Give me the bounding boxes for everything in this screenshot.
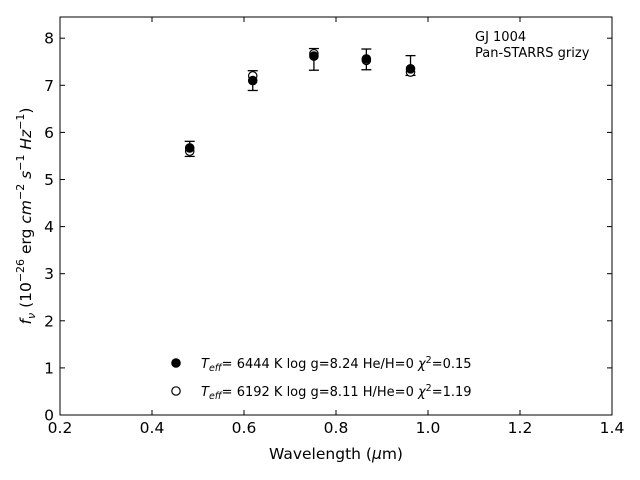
y-title-exp1b: −1 — [14, 114, 27, 130]
filled-model-point — [361, 54, 372, 64]
filled-model-point — [405, 64, 416, 74]
legend-open-marker — [171, 386, 181, 396]
legend-chi-symbol: χ — [414, 385, 427, 400]
x-tick-label: 0.2 — [48, 419, 73, 437]
x-axis-title-prefix: Wavelength ( — [269, 445, 372, 463]
legend-chi2-value: =1.19 — [432, 385, 472, 400]
legend-equals: = — [222, 357, 233, 372]
x-axis-title-suffix: m) — [382, 445, 403, 463]
y-title-exp26: −26 — [14, 259, 27, 282]
legend: Teff= 6444 K log g=8.24 He/H=0 χ2=0.15Te… — [171, 355, 472, 402]
y-tick-label: 6 — [44, 124, 54, 142]
y-tick-label: 2 — [44, 312, 54, 330]
y-title-cm: cm — [17, 200, 35, 224]
filled-model-point — [247, 75, 258, 86]
legend-logg: log g=8.11 — [282, 385, 358, 400]
legend-label: Teff= 6192 K log g=8.11 H/He=0 χ2=1.19 — [201, 383, 472, 402]
x-tick-label: 0.6 — [232, 419, 257, 437]
filled-model-point — [184, 143, 195, 153]
y-title-open: (10 — [17, 282, 35, 313]
annotation-line-1: GJ 1004 — [475, 30, 526, 45]
legend-composition: H/He=0 — [359, 385, 414, 400]
legend-teff-value: 6444 K — [233, 357, 283, 372]
legend-teff-subscript: eff — [209, 391, 223, 402]
legend-chi-superscript: 2 — [426, 383, 432, 394]
x-axis-title: Wavelength (μm) — [269, 445, 403, 463]
legend-teff-symbol: T — [201, 385, 210, 400]
legend-teff-symbol: T — [201, 357, 210, 372]
y-title-exp1a: −1 — [14, 155, 27, 171]
y-axis-title: fν (10−26 erg cm−2 s−1 Hz−1) — [14, 108, 38, 325]
legend-filled-marker — [171, 358, 181, 368]
legend-teff-subscript: eff — [209, 363, 223, 374]
legend-logg: log g=8.24 — [282, 357, 358, 372]
y-title-close: ) — [17, 108, 35, 114]
x-tick-label: 0.4 — [140, 419, 165, 437]
y-tick-label: 4 — [44, 218, 54, 236]
data-points — [184, 48, 416, 157]
filled-model-point — [309, 51, 319, 61]
x-tick-label: 1.2 — [508, 419, 533, 437]
y-tick-label: 7 — [44, 77, 54, 95]
legend-chi-symbol: χ — [414, 357, 427, 372]
y-tick-label: 0 — [44, 407, 54, 425]
y-title-hz: Hz — [17, 129, 35, 155]
legend-equals: = — [222, 385, 233, 400]
x-tick-label: 0.8 — [324, 419, 349, 437]
y-title-s: s — [17, 171, 35, 184]
x-axis-title-mu: μ — [371, 445, 382, 463]
y-title-nu: ν — [25, 313, 38, 319]
annotation-line-2: Pan-STARRS grizy — [475, 46, 590, 61]
y-title-erg: erg — [17, 224, 35, 259]
y-tick-label: 1 — [44, 359, 54, 377]
x-tick-label: 1.0 — [416, 419, 441, 437]
legend-chi-superscript: 2 — [426, 355, 432, 366]
y-title-f: f — [17, 316, 35, 324]
plot-frame — [59, 16, 613, 416]
x-tick-label: 1.4 — [600, 419, 625, 437]
y-tick-label: 5 — [44, 171, 54, 189]
y-title-exp2: −2 — [14, 184, 27, 200]
legend-teff-value: 6192 K — [233, 385, 283, 400]
legend-composition: He/H=0 — [359, 357, 414, 372]
legend-label: Teff= 6444 K log g=8.24 He/H=0 χ2=0.15 — [201, 355, 472, 374]
legend-chi2-value: =0.15 — [432, 357, 472, 372]
y-tick-label: 3 — [44, 265, 54, 283]
y-tick-label: 8 — [44, 30, 54, 48]
